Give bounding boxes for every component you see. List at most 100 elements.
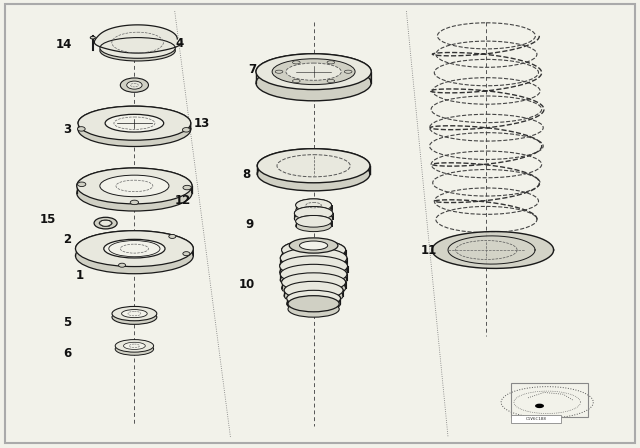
Ellipse shape: [288, 296, 339, 312]
Polygon shape: [94, 25, 182, 53]
Ellipse shape: [327, 79, 335, 82]
FancyBboxPatch shape: [511, 415, 561, 423]
Text: 15: 15: [40, 213, 56, 226]
Text: 4: 4: [175, 37, 183, 51]
Ellipse shape: [100, 38, 175, 58]
Ellipse shape: [275, 70, 283, 73]
Ellipse shape: [282, 279, 346, 297]
Ellipse shape: [257, 157, 370, 191]
Text: 1: 1: [76, 269, 84, 282]
Ellipse shape: [300, 241, 328, 250]
Ellipse shape: [76, 238, 193, 274]
Ellipse shape: [183, 185, 191, 190]
Polygon shape: [282, 273, 346, 288]
Ellipse shape: [124, 342, 145, 349]
Ellipse shape: [115, 343, 154, 355]
Polygon shape: [296, 215, 332, 226]
Ellipse shape: [104, 239, 165, 258]
Ellipse shape: [100, 175, 169, 197]
Ellipse shape: [76, 231, 193, 267]
Text: 5: 5: [63, 316, 71, 329]
Text: 11: 11: [420, 244, 437, 258]
Text: 13: 13: [193, 116, 210, 130]
Polygon shape: [280, 248, 347, 264]
Ellipse shape: [280, 254, 347, 275]
Ellipse shape: [109, 241, 160, 257]
Ellipse shape: [256, 54, 371, 90]
Polygon shape: [280, 256, 348, 272]
Ellipse shape: [99, 220, 112, 226]
Text: 14: 14: [56, 38, 72, 52]
Text: 10: 10: [238, 278, 255, 291]
Ellipse shape: [294, 212, 333, 225]
Ellipse shape: [90, 36, 95, 39]
Ellipse shape: [78, 112, 191, 146]
Ellipse shape: [280, 262, 348, 283]
Ellipse shape: [77, 127, 85, 131]
Ellipse shape: [535, 404, 544, 408]
Polygon shape: [294, 207, 333, 219]
Ellipse shape: [100, 40, 175, 61]
Text: C1V6C188: C1V6C188: [526, 418, 547, 421]
Ellipse shape: [272, 59, 355, 85]
Ellipse shape: [257, 149, 370, 183]
Text: 8: 8: [243, 168, 250, 181]
Ellipse shape: [344, 70, 352, 73]
Ellipse shape: [282, 246, 346, 266]
Ellipse shape: [105, 114, 164, 132]
Ellipse shape: [112, 310, 157, 324]
Polygon shape: [282, 240, 346, 256]
Ellipse shape: [282, 273, 346, 292]
Ellipse shape: [287, 296, 340, 312]
Ellipse shape: [296, 215, 332, 227]
Ellipse shape: [256, 65, 371, 101]
Text: 3: 3: [63, 123, 71, 137]
Polygon shape: [284, 281, 343, 296]
Ellipse shape: [296, 199, 332, 211]
Ellipse shape: [115, 340, 154, 352]
Text: 2: 2: [63, 233, 71, 246]
Ellipse shape: [77, 182, 86, 186]
Text: 12: 12: [174, 194, 191, 207]
Ellipse shape: [169, 234, 176, 238]
Ellipse shape: [280, 264, 347, 284]
Ellipse shape: [288, 301, 339, 317]
Polygon shape: [256, 54, 371, 83]
Ellipse shape: [296, 220, 332, 232]
Ellipse shape: [131, 200, 139, 205]
Text: 6: 6: [63, 347, 71, 361]
Polygon shape: [287, 290, 340, 304]
Text: 9: 9: [246, 217, 253, 231]
Ellipse shape: [183, 252, 190, 256]
Ellipse shape: [118, 263, 125, 267]
Ellipse shape: [78, 106, 191, 140]
Ellipse shape: [284, 281, 343, 299]
Ellipse shape: [292, 79, 300, 82]
Ellipse shape: [286, 63, 341, 80]
Ellipse shape: [112, 306, 157, 321]
Ellipse shape: [280, 248, 347, 268]
Polygon shape: [257, 149, 370, 174]
Ellipse shape: [94, 217, 117, 229]
Ellipse shape: [122, 310, 147, 318]
Ellipse shape: [287, 290, 340, 306]
Ellipse shape: [280, 256, 348, 276]
Ellipse shape: [127, 81, 142, 89]
Polygon shape: [78, 106, 191, 129]
Polygon shape: [76, 231, 193, 256]
Ellipse shape: [77, 175, 192, 211]
Ellipse shape: [292, 61, 300, 64]
Ellipse shape: [284, 287, 343, 305]
Polygon shape: [296, 199, 332, 211]
Polygon shape: [280, 264, 347, 280]
Polygon shape: [432, 232, 554, 268]
Ellipse shape: [120, 78, 148, 92]
Ellipse shape: [327, 61, 335, 64]
Ellipse shape: [289, 238, 338, 253]
Text: 7: 7: [249, 63, 257, 76]
Polygon shape: [77, 168, 192, 193]
Ellipse shape: [282, 240, 346, 260]
Ellipse shape: [280, 270, 347, 290]
Ellipse shape: [296, 204, 332, 217]
Ellipse shape: [77, 168, 192, 204]
